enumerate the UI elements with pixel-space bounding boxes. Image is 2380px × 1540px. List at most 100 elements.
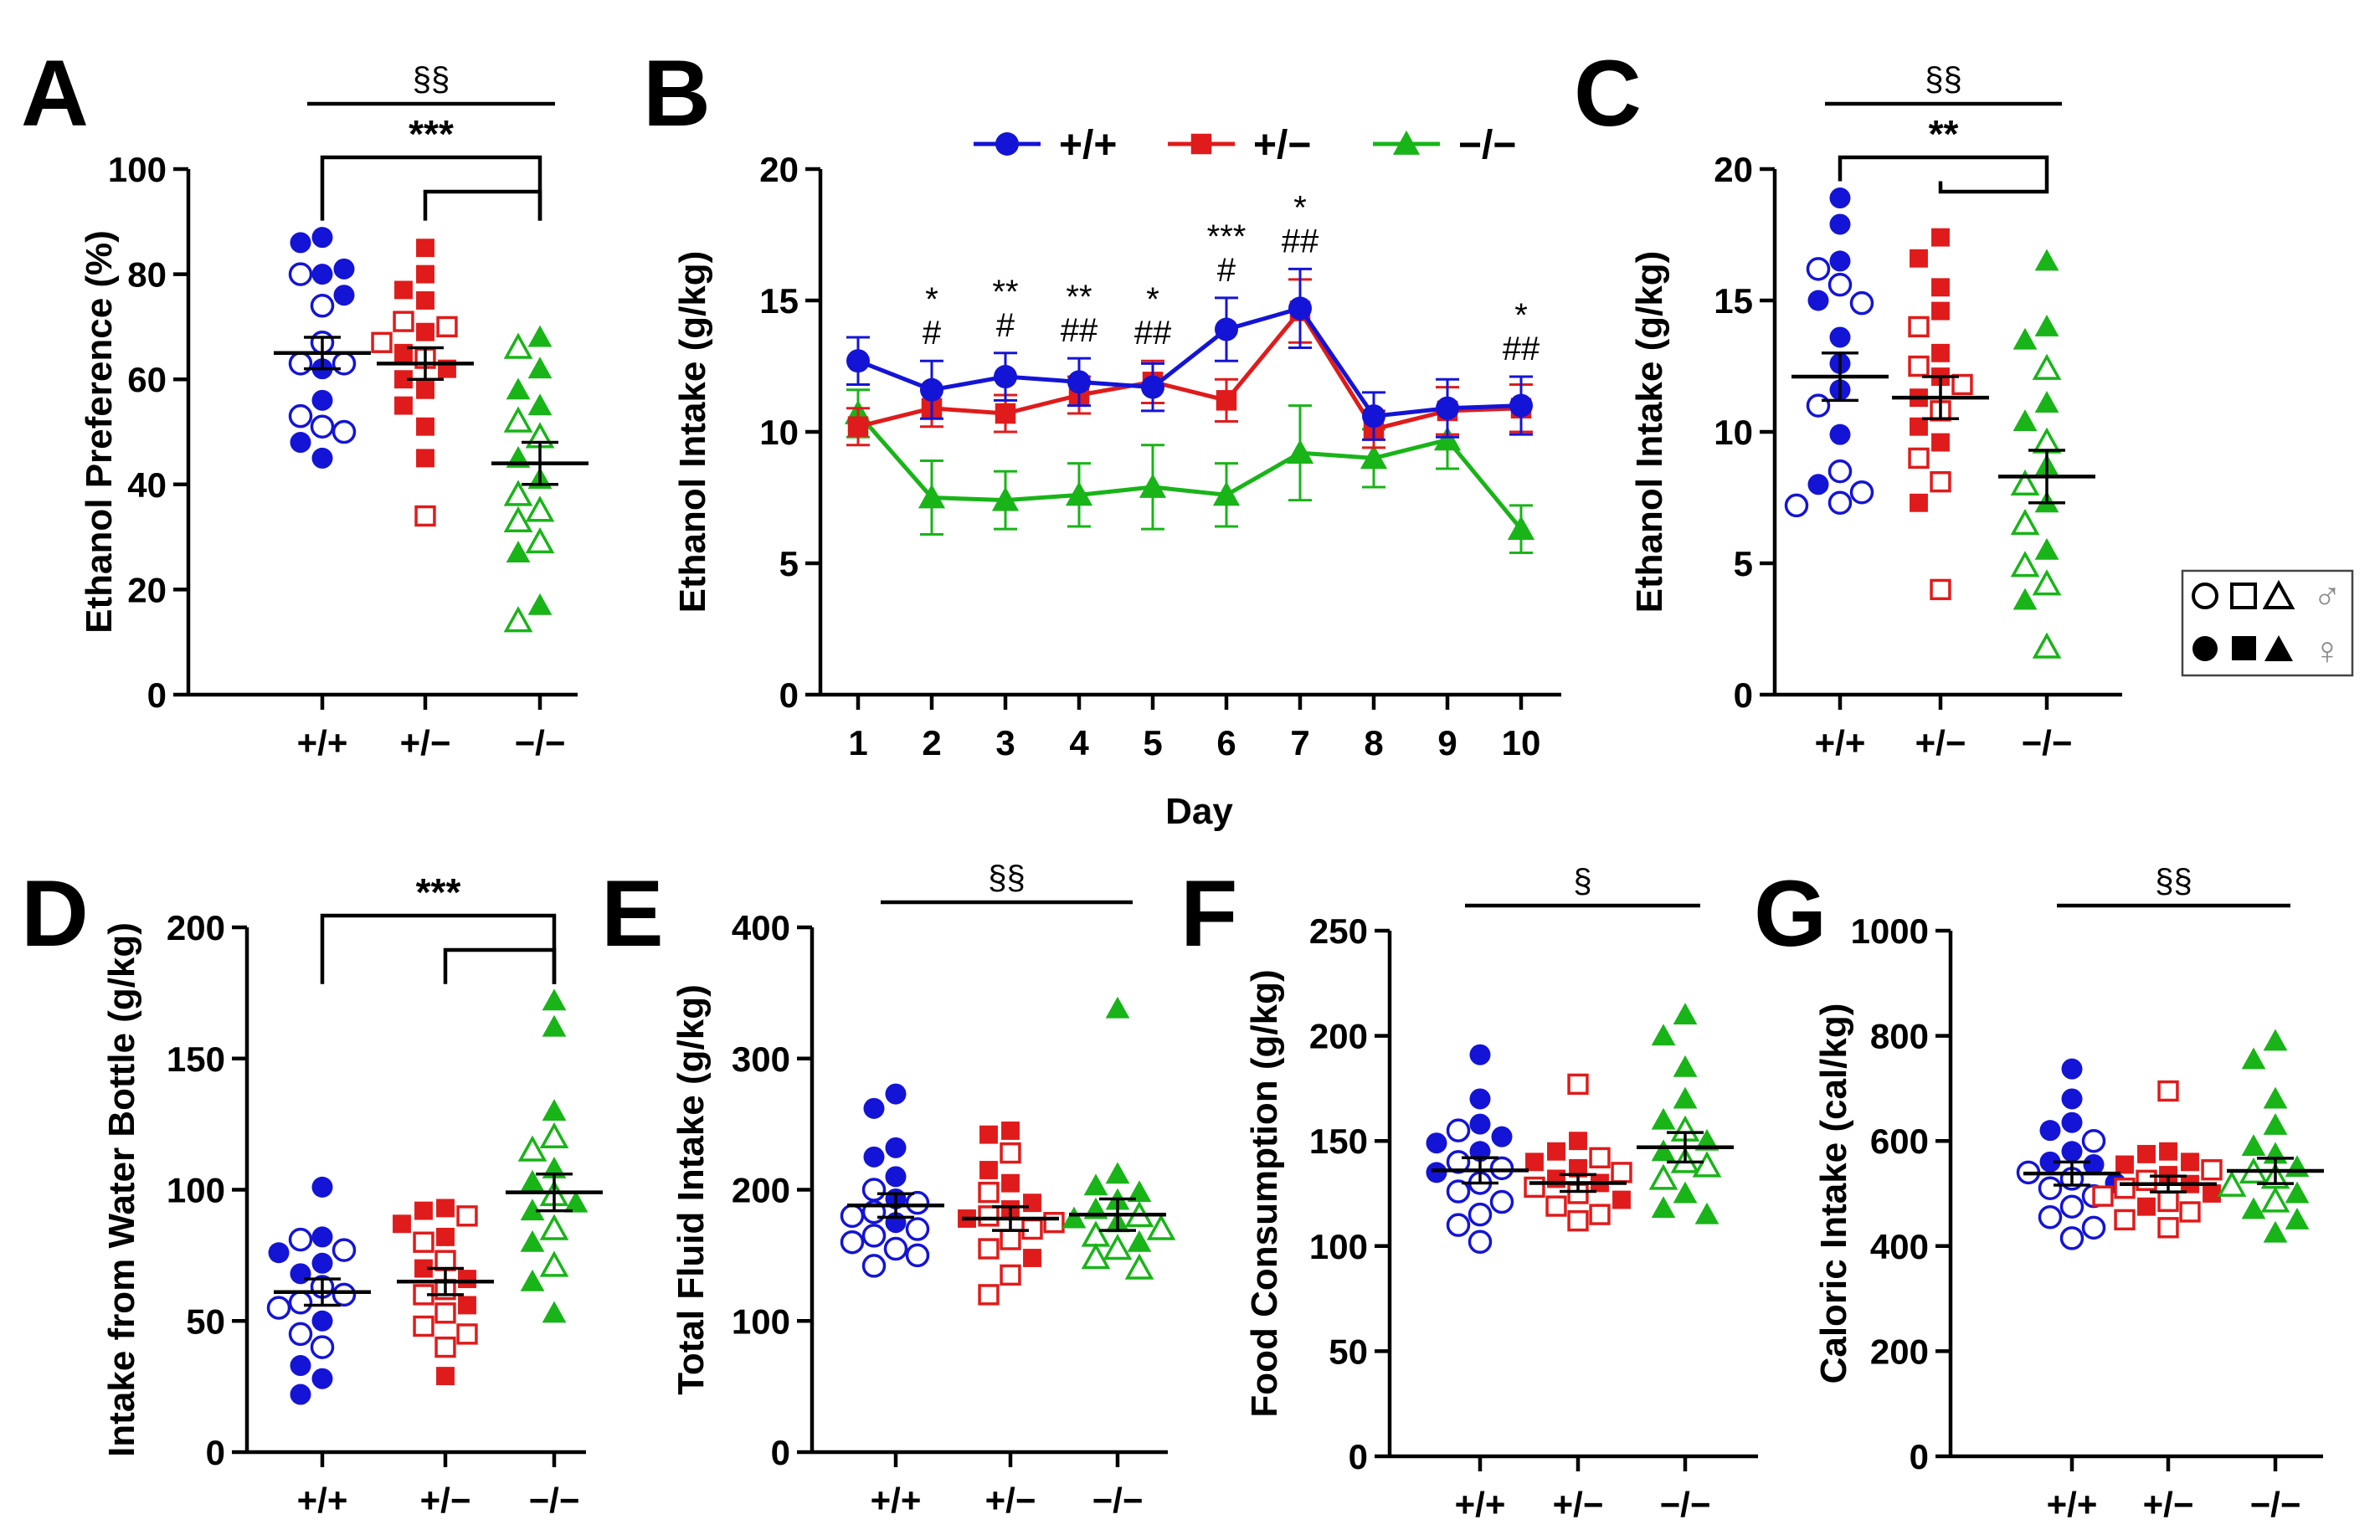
panel-A: 0 20 40 60 80 100 Ethanol Preference (%) A +/+ +/…	[21, 41, 589, 762]
data-point	[1931, 433, 1950, 452]
y-tick-label: 5	[779, 544, 799, 583]
panel-D: 0 50 100 150 200 Intake from Water Bottle (g/…	[21, 861, 603, 1520]
data-point	[1468, 1202, 1493, 1227]
data-point	[2032, 427, 2062, 454]
data-point	[1567, 1209, 1589, 1232]
data-point	[1651, 1024, 1676, 1046]
data-point	[1589, 1204, 1611, 1225]
data-point	[506, 541, 531, 562]
series-marker	[994, 365, 1017, 389]
x-tick-label: +/+	[297, 723, 348, 762]
x-tick-label: −/−	[2250, 1485, 2301, 1524]
data-point	[2157, 1080, 2179, 1102]
data-point	[2181, 1152, 2199, 1172]
data-point	[2032, 353, 2062, 380]
data-point	[1849, 480, 1874, 505]
data-point	[311, 264, 333, 285]
panel-label: D	[21, 861, 89, 966]
data-point	[885, 1137, 907, 1158]
data-point	[416, 239, 434, 258]
data-point	[2203, 1184, 2221, 1203]
data-point	[1489, 1189, 1514, 1214]
data-point	[1931, 228, 1950, 247]
y-tick-label: 300	[732, 1040, 790, 1079]
y-tick-label: 400	[732, 908, 790, 947]
data-point	[332, 419, 357, 444]
data-point	[436, 1227, 455, 1246]
data-point	[1446, 1213, 1471, 1237]
data-point	[1081, 1220, 1111, 1247]
data-point	[1000, 1264, 1021, 1286]
data-point	[1524, 1176, 1545, 1199]
data-point	[1829, 213, 1851, 235]
panel-label: F	[1180, 861, 1237, 966]
data-point	[2061, 1058, 2083, 1080]
data-point	[1784, 493, 1809, 518]
data-point	[978, 1181, 1000, 1204]
data-point	[861, 1178, 887, 1202]
data-point	[288, 352, 313, 376]
data-point	[1000, 1229, 1021, 1250]
data-point	[311, 1252, 333, 1274]
data-point	[1569, 1158, 1587, 1178]
data-point	[311, 447, 333, 469]
data-point	[1081, 1243, 1111, 1270]
data-point	[436, 316, 458, 338]
y-tick-label: 100	[108, 150, 167, 189]
data-point	[1124, 1253, 1154, 1280]
x-tick-label: +/+	[297, 1481, 348, 1520]
annotation-hash: #	[1217, 252, 1236, 289]
data-point	[1651, 1107, 1676, 1130]
data-point	[539, 1214, 569, 1240]
data-point	[1469, 1088, 1491, 1110]
data-point	[539, 1250, 569, 1277]
x-tick-label: 2	[922, 723, 941, 762]
series-marker	[847, 416, 869, 437]
y-tick-label: 50	[186, 1301, 225, 1341]
y-tick-label: 800	[1870, 1017, 1929, 1056]
data-point	[1547, 1142, 1565, 1161]
data-point	[2241, 1197, 2266, 1219]
y-axis-title: Total Fluid Intake (g/kg)	[671, 984, 712, 1395]
data-point	[2039, 1151, 2061, 1173]
data-point	[1651, 1139, 1676, 1162]
data-point	[394, 370, 413, 389]
data-point	[506, 377, 531, 400]
data-point	[2263, 1029, 2288, 1051]
x-tick-label: +/+	[1455, 1485, 1506, 1524]
series-marker	[995, 403, 1016, 424]
data-point	[520, 1169, 545, 1192]
data-point	[525, 495, 555, 522]
data-point	[503, 332, 533, 359]
data-point	[2059, 1194, 2084, 1219]
series-line	[857, 307, 1522, 432]
data-points	[288, 227, 555, 633]
panel-C: 0 5 10 15 20 Ethanol Intake (g/kg) C +/+ +/− −/− §…	[1574, 41, 2122, 762]
data-point	[517, 1135, 547, 1162]
series-marker	[920, 377, 943, 402]
data-point	[1545, 1195, 1567, 1217]
x-tick-label: −/−	[515, 723, 566, 762]
data-point	[456, 1205, 478, 1227]
y-tick-label: 100	[732, 1301, 790, 1341]
female-symbol: ♀	[2313, 629, 2342, 672]
data-point	[1489, 1156, 1514, 1181]
y-tick-label: 50	[1329, 1332, 1368, 1371]
data-point	[2285, 1181, 2310, 1204]
male-circle-icon	[2192, 583, 2218, 609]
annotation-star: *	[1514, 297, 1528, 334]
data-points	[1784, 187, 2062, 659]
y-tick-label: 10	[759, 413, 799, 452]
data-point	[2136, 1169, 2157, 1191]
x-tick-label: −/−	[1660, 1485, 1711, 1524]
annotation-star: ***	[1207, 218, 1247, 255]
data-point	[863, 1146, 885, 1168]
significance-label: §§	[2155, 863, 2192, 900]
data-point	[2061, 1088, 2083, 1110]
y-tick-label: 0	[1910, 1437, 1929, 1476]
data-point	[268, 1242, 290, 1264]
panel-label: C	[1574, 41, 1642, 146]
data-point	[1061, 1206, 1087, 1229]
data-point	[1807, 474, 1829, 495]
data-point	[1806, 257, 1831, 281]
